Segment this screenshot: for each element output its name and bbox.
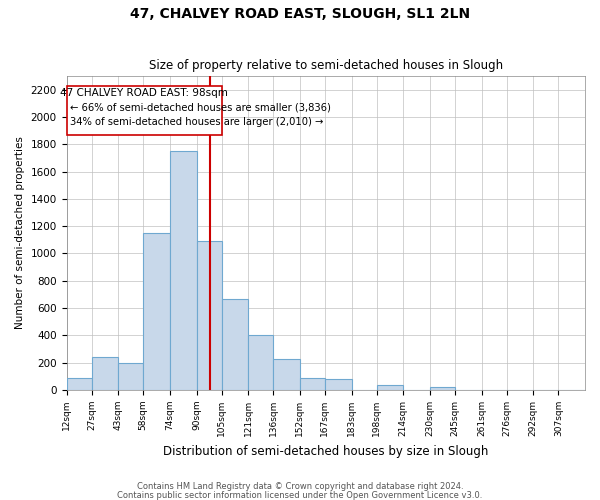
Bar — [273, 358, 300, 390]
Bar — [67, 378, 92, 390]
Text: 47, CHALVEY ROAD EAST, SLOUGH, SL1 2LN: 47, CHALVEY ROAD EAST, SLOUGH, SL1 2LN — [130, 8, 470, 22]
Bar — [325, 379, 352, 390]
Title: Size of property relative to semi-detached houses in Slough: Size of property relative to semi-detach… — [149, 59, 503, 72]
X-axis label: Distribution of semi-detached houses by size in Slough: Distribution of semi-detached houses by … — [163, 444, 488, 458]
Bar — [197, 241, 221, 390]
Text: Contains HM Land Registry data © Crown copyright and database right 2024.: Contains HM Land Registry data © Crown c… — [137, 482, 463, 491]
Text: Contains public sector information licensed under the Open Government Licence v3: Contains public sector information licen… — [118, 490, 482, 500]
FancyBboxPatch shape — [67, 86, 221, 134]
Bar — [143, 233, 170, 390]
Bar — [92, 358, 118, 390]
Bar — [377, 386, 403, 390]
Bar — [221, 298, 248, 390]
Text: 47 CHALVEY ROAD EAST: 98sqm: 47 CHALVEY ROAD EAST: 98sqm — [60, 88, 228, 98]
Y-axis label: Number of semi-detached properties: Number of semi-detached properties — [15, 136, 25, 330]
Bar — [248, 336, 273, 390]
Bar — [170, 151, 197, 390]
Text: 34% of semi-detached houses are larger (2,010) →: 34% of semi-detached houses are larger (… — [70, 118, 323, 128]
Bar — [118, 363, 143, 390]
Bar — [430, 388, 455, 390]
Bar — [300, 378, 325, 390]
Text: ← 66% of semi-detached houses are smaller (3,836): ← 66% of semi-detached houses are smalle… — [70, 102, 331, 113]
